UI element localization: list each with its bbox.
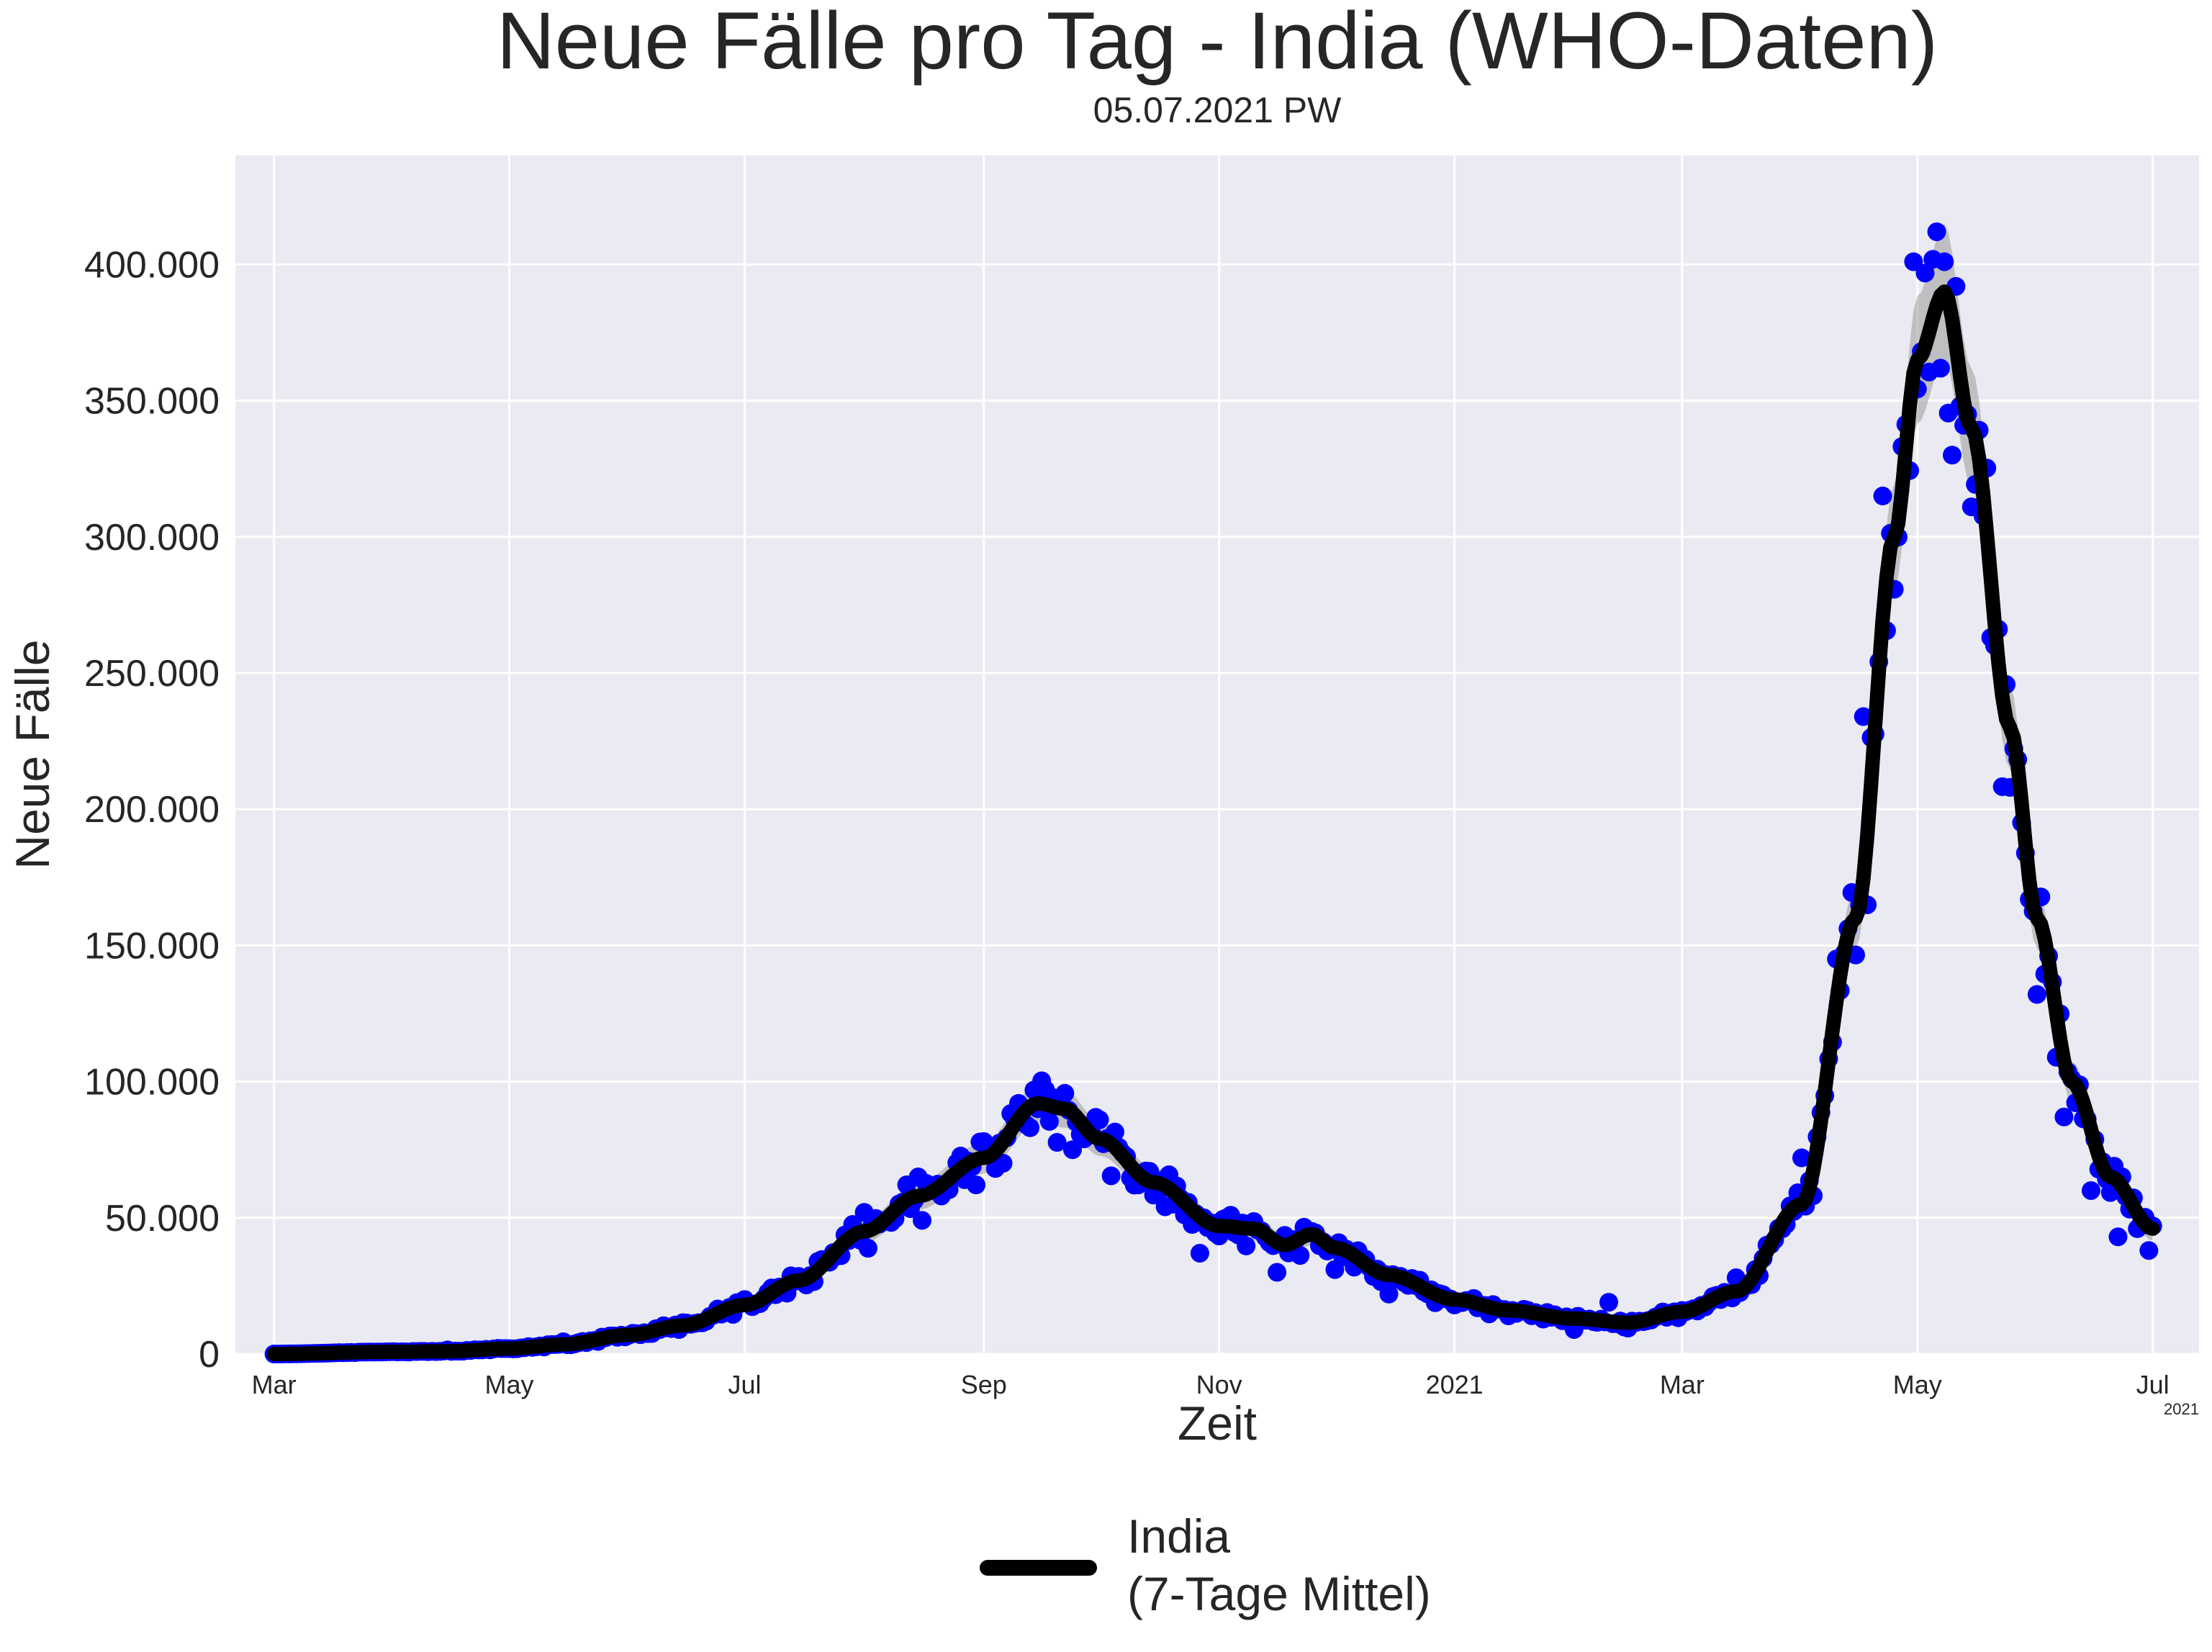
x-tick-label: May bbox=[1893, 1370, 1942, 1399]
x-axis-label: Zeit bbox=[1178, 1396, 1257, 1450]
y-tick-label: 350.000 bbox=[84, 381, 220, 423]
legend-label: India (7-Tage Mittel) bbox=[1127, 1509, 1431, 1620]
daily-case-point bbox=[858, 1239, 877, 1258]
daily-case-point bbox=[1021, 1118, 1040, 1137]
x-tick-label: May bbox=[485, 1370, 534, 1399]
daily-case-point bbox=[1962, 497, 1981, 517]
daily-case-point bbox=[1090, 1110, 1109, 1129]
daily-case-point bbox=[1325, 1260, 1345, 1279]
daily-case-point bbox=[1055, 1083, 1075, 1103]
daily-case-point bbox=[2027, 985, 2046, 1004]
daily-case-point bbox=[2108, 1227, 2128, 1247]
plot-area bbox=[235, 155, 2199, 1354]
daily-case-point bbox=[1036, 1080, 1055, 1099]
x-tick-label: Mar bbox=[252, 1370, 297, 1399]
daily-case-point bbox=[993, 1153, 1013, 1173]
x-tick-label: Sep bbox=[961, 1370, 1007, 1399]
daily-case-point bbox=[2081, 1181, 2100, 1200]
daily-case-point bbox=[854, 1203, 874, 1222]
daily-case-point bbox=[1268, 1263, 1287, 1282]
legend-label-line: (7-Tage Mittel) bbox=[1127, 1567, 1431, 1620]
x-tick-label: Mar bbox=[1660, 1370, 1705, 1399]
legend-label-line: India bbox=[1127, 1509, 1230, 1563]
daily-case-point bbox=[1101, 1166, 1121, 1186]
daily-case-point bbox=[1927, 222, 1946, 241]
y-tick-label: 50.000 bbox=[105, 1198, 220, 1240]
daily-case-point bbox=[1854, 707, 1873, 726]
mean-line bbox=[266, 284, 2160, 1361]
grid-layer bbox=[235, 155, 2199, 1355]
y-axis-label: Neue Fälle bbox=[6, 639, 59, 869]
y-tick-label: 0 bbox=[199, 1334, 220, 1376]
line-layer bbox=[266, 284, 2160, 1361]
daily-case-point bbox=[1942, 446, 1962, 465]
tick-layer: 0 50.000 100.000 150.000 200.000 250.000 300.0… bbox=[84, 244, 2170, 1399]
y-tick-label: 250.000 bbox=[84, 653, 220, 695]
daily-case-point bbox=[1935, 252, 1954, 271]
x-tick-label: Jul bbox=[728, 1370, 761, 1399]
daily-case-point bbox=[908, 1168, 928, 1187]
daily-case-point bbox=[1915, 263, 1935, 283]
daily-case-point bbox=[912, 1211, 931, 1230]
daily-case-point bbox=[1873, 487, 1892, 506]
chart-title: Neue Fälle pro Tag - India (WHO-Daten) bbox=[497, 0, 1938, 86]
x-tick-label: Nov bbox=[1196, 1370, 1242, 1399]
daily-case-point bbox=[1237, 1236, 1256, 1255]
daily-case-point bbox=[1599, 1293, 1618, 1312]
daily-case-point bbox=[1379, 1284, 1399, 1304]
daily-case-point bbox=[1904, 252, 1923, 271]
daily-case-point bbox=[1039, 1111, 1059, 1131]
daily-case-point bbox=[1047, 1133, 1067, 1152]
y-tick-label: 100.000 bbox=[84, 1062, 220, 1103]
y-tick-label: 300.000 bbox=[84, 517, 220, 559]
y-tick-label: 200.000 bbox=[84, 789, 220, 831]
chart-subtitle: 05.07.2021 PW bbox=[1093, 90, 1342, 130]
daily-case-point bbox=[1291, 1246, 1310, 1265]
daily-case-point bbox=[2054, 1107, 2074, 1127]
daily-case-point bbox=[1063, 1140, 1083, 1160]
daily-case-point bbox=[1792, 1148, 1811, 1168]
daily-case-point bbox=[974, 1132, 993, 1151]
y-tick-label: 150.000 bbox=[84, 925, 220, 967]
x-axis-offset-label: 2021 bbox=[2164, 1400, 2199, 1418]
daily-case-point bbox=[1931, 358, 1950, 378]
daily-case-point bbox=[967, 1175, 986, 1195]
legend: India (7-Tage Mittel) bbox=[980, 1509, 1431, 1620]
y-tick-label: 400.000 bbox=[84, 244, 220, 286]
daily-case-point bbox=[2139, 1241, 2159, 1260]
x-tick-label: Jul bbox=[2136, 1370, 2170, 1399]
x-tick-label: 2021 bbox=[1426, 1370, 1484, 1399]
daily-case-point bbox=[1190, 1243, 1209, 1263]
